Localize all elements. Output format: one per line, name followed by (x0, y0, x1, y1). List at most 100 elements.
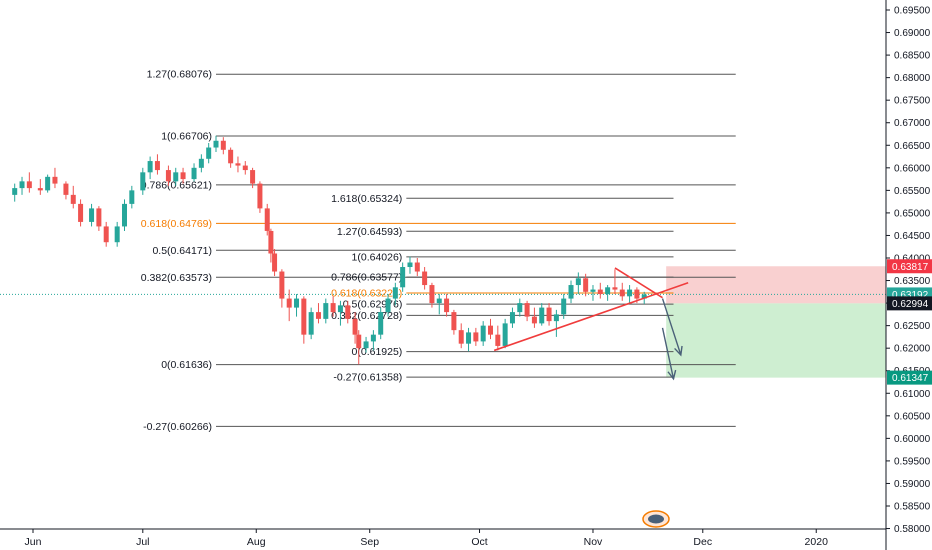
candle (444, 294, 450, 317)
candle (345, 300, 351, 324)
candle (45, 174, 51, 193)
fib-level-label: 1.27(0.68076) (147, 69, 212, 81)
price-tick-label: 0.62500 (894, 321, 931, 332)
candle-body (363, 341, 369, 349)
price-tick-label: 0.59000 (894, 479, 931, 490)
position-zones (0, 266, 886, 378)
arrow-head (667, 369, 677, 381)
candle (323, 298, 329, 324)
time-tick-label: Sep (360, 536, 379, 548)
candle (370, 330, 376, 351)
candle (19, 176, 25, 195)
candle (568, 280, 574, 304)
candle-body (294, 298, 300, 308)
candle-body (165, 170, 171, 182)
candle-body (337, 305, 343, 313)
candle-body (301, 298, 307, 335)
fib-level-label: 1(0.64026) (352, 251, 403, 263)
fib-level-label: 0(0.61925) (352, 346, 403, 358)
candle (488, 318, 493, 340)
candle-body (392, 287, 398, 299)
candle-body (315, 312, 321, 319)
price-badge-label: 0.62994 (892, 299, 929, 310)
candle-body (114, 226, 120, 243)
candle (198, 154, 204, 173)
candle (590, 285, 596, 301)
price-tick-label: 0.68500 (894, 51, 931, 62)
candle (96, 206, 102, 231)
candle-body (502, 323, 508, 346)
candle-body (268, 230, 274, 254)
tradingview-logo (642, 510, 670, 528)
price-tick-label: 0.67500 (894, 96, 931, 107)
fib-level-label: 1.27(0.64593) (337, 226, 402, 238)
candle (12, 183, 18, 202)
candle (294, 294, 300, 317)
candle (627, 285, 633, 304)
candle-body (590, 289, 596, 292)
candle (228, 147, 234, 168)
time-tick-label: Aug (247, 536, 266, 548)
candle (180, 167, 186, 184)
candle-body (546, 307, 552, 322)
time-axis: Jun Jul Aug Sep Oct Nov Dec 2020 (0, 528, 886, 548)
candle (385, 294, 391, 317)
candle (597, 282, 603, 299)
price-tick-label: 0.64000 (894, 254, 931, 265)
candle-body (228, 149, 234, 164)
candle (575, 272, 581, 295)
candle-body (539, 307, 545, 324)
price-scale[interactable]: 0.69500 0.69000 0.68500 0.68000 0.67500 0.670… (885, 0, 932, 550)
candle (122, 199, 127, 231)
candle-body (517, 303, 523, 313)
candle-body (422, 271, 428, 286)
candle (546, 303, 552, 326)
candle-body (473, 332, 479, 342)
candle-body (605, 287, 611, 295)
candle-body (147, 161, 153, 173)
candle (242, 161, 248, 175)
candle-body (429, 285, 435, 304)
candle-body (634, 289, 640, 299)
candle (436, 294, 442, 315)
time-tick-label: 2020 (805, 536, 829, 548)
candle (70, 185, 76, 209)
candle (495, 325, 501, 351)
candle-body (444, 298, 450, 313)
price-tick-label: 0.69000 (894, 28, 931, 39)
candle (400, 262, 406, 292)
candle-body (531, 316, 537, 324)
candle-body (70, 194, 76, 204)
price-tick-label: 0.64500 (894, 231, 931, 242)
candle (363, 336, 369, 353)
candle-body (458, 330, 464, 344)
candle (539, 303, 545, 326)
candle (473, 327, 479, 346)
candle-body (480, 325, 486, 342)
candle-body (12, 188, 18, 195)
candle-body (264, 208, 270, 231)
candle (509, 307, 515, 328)
candle-body (129, 190, 135, 204)
candle-body (122, 203, 127, 227)
candle-body (575, 278, 581, 286)
candle-body (272, 253, 278, 272)
candle (257, 181, 263, 213)
candle (356, 330, 362, 365)
candle-body (561, 298, 567, 315)
price-tick-label: 0.61000 (894, 389, 931, 400)
price-badge-bg (887, 370, 932, 385)
candle (524, 300, 530, 322)
candle (147, 156, 153, 180)
price-badge-label: 0.61347 (892, 373, 929, 384)
trend-line (614, 267, 663, 299)
candle-body (96, 208, 102, 227)
candle (308, 307, 314, 340)
drawings (493, 267, 689, 381)
candle (154, 154, 160, 175)
candle-body (52, 176, 58, 184)
candle (286, 289, 292, 322)
price-tick-label: 0.69500 (894, 6, 931, 17)
candle (78, 199, 84, 227)
